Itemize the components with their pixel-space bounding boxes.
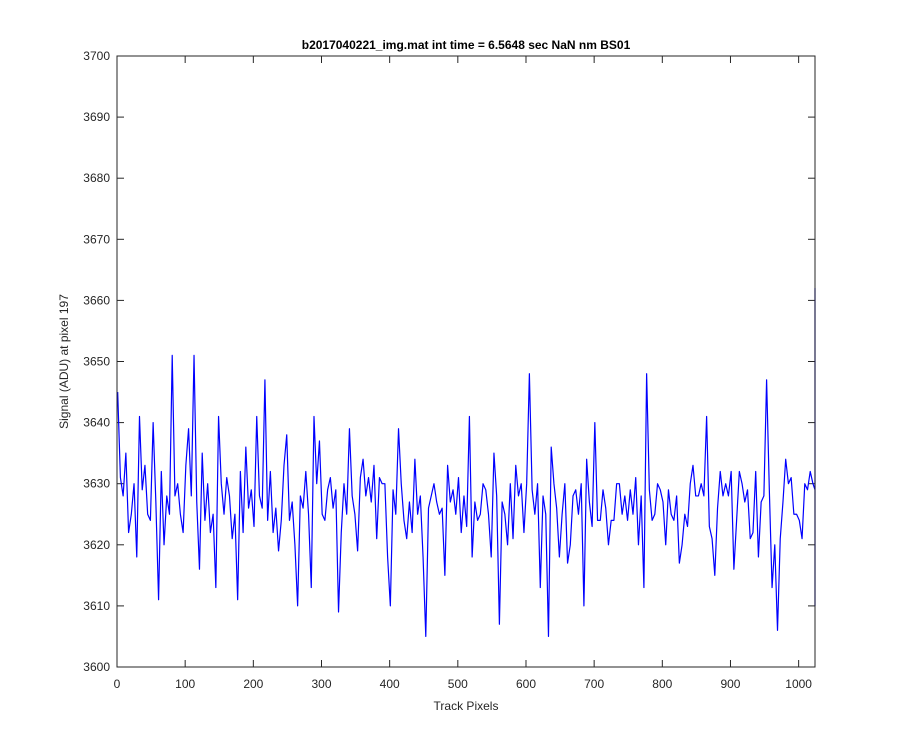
x-tick-label: 500 xyxy=(448,677,468,691)
x-tick-label: 700 xyxy=(584,677,604,691)
x-tick-label: 600 xyxy=(516,677,536,691)
x-axis-label: Track Pixels xyxy=(434,699,499,713)
y-tick-label: 3640 xyxy=(83,416,110,430)
y-tick-label: 3650 xyxy=(83,355,110,369)
x-tick-label: 900 xyxy=(720,677,740,691)
y-tick-label: 3660 xyxy=(83,293,110,307)
y-tick-label: 3600 xyxy=(83,660,110,674)
plot-box xyxy=(116,55,816,668)
x-tick-label: 400 xyxy=(380,677,400,691)
x-tick-label: 0 xyxy=(114,677,121,691)
y-axis-tick-labels: 3600 3610 3620 3630 3640 3650 3660 3670 3680 3690… xyxy=(83,49,110,674)
x-tick-label: 100 xyxy=(175,677,195,691)
y-tick-label: 3610 xyxy=(83,599,110,613)
x-tick-label: 300 xyxy=(311,677,331,691)
x-axis-tick-labels: 0 100 200 300 400 500 600 700 800 900 1000 xyxy=(114,677,813,691)
x-tick-label: 200 xyxy=(243,677,263,691)
y-tick-label: 3690 xyxy=(83,110,110,124)
signal-series-line xyxy=(117,287,816,638)
y-tick-label: 3630 xyxy=(83,477,110,491)
y-tick-label: 3670 xyxy=(83,232,110,246)
y-tick-label: 3680 xyxy=(83,171,110,185)
y-tick-label: 3620 xyxy=(83,538,110,552)
x-tick-label: 800 xyxy=(652,677,672,691)
x-tick-label: 1000 xyxy=(785,677,812,691)
chart-title: b2017040221_img.mat int time = 6.5648 se… xyxy=(302,38,631,52)
y-axis-label: Signal (ADU) at pixel 197 xyxy=(57,294,71,429)
y-tick-label: 3700 xyxy=(83,49,110,63)
plot-area-background xyxy=(117,56,815,667)
